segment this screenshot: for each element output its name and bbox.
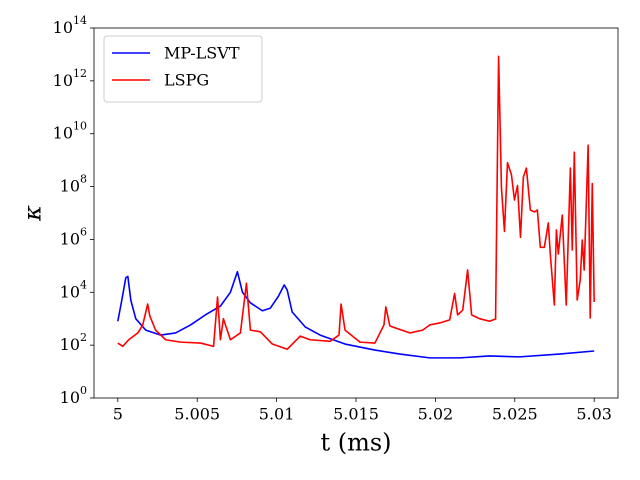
x-tick-label: 5.03: [576, 405, 612, 424]
series-line: [117, 55, 595, 351]
plot-frame: [93, 27, 619, 399]
x-tick-label: 5.025: [492, 405, 538, 424]
x-axis-label: t (ms): [320, 429, 391, 457]
x-tick-label: 5.015: [333, 405, 379, 424]
legend-label: MP-LSVT: [164, 44, 240, 63]
y-tick-label: 104: [60, 278, 87, 301]
x-tick-label: 5.02: [418, 405, 454, 424]
series-line: [117, 270, 595, 359]
y-tick-label: 106: [60, 225, 87, 248]
legend-label: LSPG: [164, 71, 209, 90]
y-tick-label: 1010: [53, 120, 87, 143]
y-tick-label: 1012: [53, 67, 87, 90]
x-tick-label: 5.01: [259, 405, 295, 424]
y-tick-label: 100: [60, 384, 87, 407]
y-tick-label: 108: [60, 173, 87, 196]
y-tick-label: 102: [60, 331, 87, 354]
y-tick-label: 1014: [53, 14, 87, 37]
y-axis-label: κ: [19, 205, 47, 222]
x-tick-label: 5.005: [174, 405, 220, 424]
x-tick-label: 5: [113, 405, 123, 424]
